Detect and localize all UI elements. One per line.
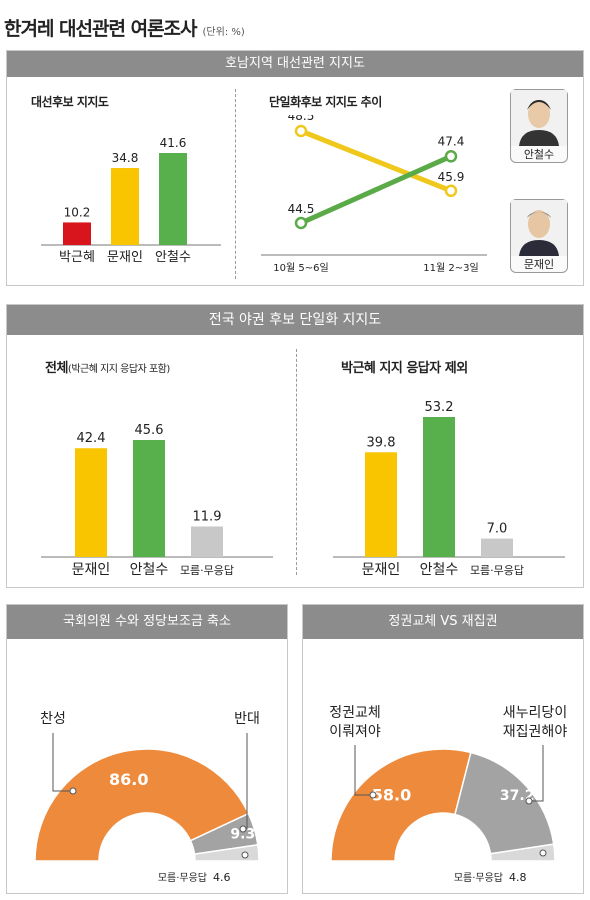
regime-pie-value-0: 58.0 [372, 786, 411, 805]
national-all-category-0: 문재인 [72, 562, 111, 578]
page-title: 한겨레 대선관련 여론조사 (단위: %) [4, 14, 245, 41]
panel-regime: 정권교체 VS 재집권 58.0 37.2 정권교체 이뤄져야 새누리당이 재집권해야 모름… [302, 604, 584, 894]
honam-line-point-1-0 [294, 216, 308, 230]
national-excl-value-1: 53.2 [425, 400, 454, 415]
national-all-bar-2 [191, 526, 223, 557]
honam-line-series-1 [298, 153, 454, 226]
national-left-note: (박근혜 지지 응답자 포함) [67, 364, 170, 375]
regime-pie-slice-1 [454, 751, 555, 855]
assembly-pie-slice-0 [34, 748, 250, 862]
honam-line-point-0-1 [444, 184, 458, 198]
portrait-moon-icon [511, 200, 567, 256]
national-excl-category-1: 안철수 [420, 562, 459, 578]
national-excl-bar-2 [481, 538, 513, 557]
assembly-pie-leader-dot-1 [239, 825, 247, 833]
panel-national-band: 전국 야권 후보 단일화 지지도 [7, 305, 583, 335]
portrait-ahn: 안철수 [510, 89, 568, 163]
national-left-title-text: 전체 [45, 361, 68, 376]
regime-pie-category-0-line1: 정권교체 [329, 705, 381, 721]
national-excl-bar-1 [423, 417, 455, 557]
honam-bar-value-0: 10.2 [64, 205, 91, 219]
honam-bar-bar-0 [63, 222, 91, 245]
honam-bar-bar-2 [159, 153, 187, 245]
honam-bar-bar-1 [111, 168, 139, 245]
honam-line-category-1: 11월 2~3일 [423, 262, 478, 274]
honam-line-label-0-1: 45.9 [438, 170, 465, 184]
honam-line-label-1-1: 47.4 [438, 134, 465, 148]
honam-bar-value-1: 34.8 [112, 151, 139, 165]
regime-pie-slice-0 [330, 748, 472, 862]
regime-pie-leader-0 [354, 745, 373, 796]
national-left-title: 전체(박근혜 지지 응답자 포함) [45, 357, 170, 376]
national-all-bar-0 [75, 448, 107, 557]
portrait-ahn-icon [511, 90, 567, 146]
regime-pie-category-2: 모름·무응답 [454, 872, 503, 884]
national-all-value-2: 11.9 [193, 509, 222, 524]
panel-honam: 호남지역 대선관련 지지도 대선후보 지지도 단일화후보 지지도 추이 10.2… [6, 50, 584, 286]
regime-pie-leader-dot-2 [539, 849, 547, 857]
national-all-value-1: 45.6 [135, 423, 164, 438]
assembly-pie-category-1: 반대 [234, 711, 260, 727]
assembly-pie-value-0: 86.0 [109, 770, 148, 789]
assembly-pie-leader-dot-0 [69, 787, 77, 795]
panel-regime-band: 정권교체 VS 재집권 [303, 605, 583, 639]
honam-bar-chart: 10.2 박근혜 34.8 문재인 41.6 안철수 [41, 136, 221, 265]
national-excl-value-2: 7.0 [487, 522, 508, 537]
assembly-pie-leader-0 [52, 733, 73, 792]
honam-left-title: 대선후보 지지도 [31, 95, 109, 109]
honam-bar-category-1: 문재인 [107, 250, 143, 265]
honam-line-label-1-0: 44.5 [288, 202, 315, 216]
regime-pie-leader-dot-0 [369, 791, 377, 799]
national-all-category-1: 안철수 [130, 562, 169, 578]
national-all-chart: 42.4 문재인 45.6 안철수 11.9 모름·무응답 [41, 423, 273, 578]
honam-line-label-0-0: 48.5 [288, 115, 315, 123]
regime-pie-slice-2 [489, 843, 556, 862]
page-unit: (단위: %) [202, 27, 245, 38]
honam-line-point-1-1 [444, 150, 458, 163]
national-excl-bar-0 [365, 452, 397, 557]
portrait-moon-name: 문재인 [523, 258, 555, 271]
national-excl-category-0: 문재인 [362, 562, 401, 578]
regime-pie-value-2: 4.8 [509, 871, 527, 884]
national-excl-chart: 39.8 문재인 53.2 안철수 7.0 모름·무응답 [333, 400, 565, 578]
assembly-pie-leader-dot-2 [241, 851, 249, 859]
national-all-bar-1 [133, 440, 165, 557]
panel-honam-band: 호남지역 대선관련 지지도 [7, 51, 583, 77]
regime-pie-leader-1 [529, 745, 544, 802]
panel-assembly-band: 국회의원 수와 정당보조금 축소 [7, 605, 287, 639]
national-all-value-0: 42.4 [77, 431, 106, 446]
honam-line-category-0: 10월 5~6일 [273, 262, 328, 274]
honam-line-chart: 48.5 45.9 44.5 47.4 10월 5~6일 11월 2~3일 [261, 115, 487, 274]
assembly-pie-category-0: 찬성 [40, 711, 66, 727]
regime-pie-category-1-line2: 재집권해야 [503, 724, 568, 740]
regime-pie-category-0-line2: 이뤄져야 [329, 724, 381, 740]
assembly-pie-category-2: 모름·무응답 [158, 872, 207, 884]
national-divider [296, 349, 297, 575]
honam-bar-category-0: 박근혜 [59, 250, 95, 265]
honam-bar-category-2: 안철수 [155, 250, 191, 265]
national-right-title: 박근혜 지지 응답자 제외 [341, 361, 468, 376]
honam-bar-value-2: 41.6 [160, 136, 187, 150]
portrait-ahn-name: 안철수 [523, 148, 555, 161]
regime-pie-category-1-line1: 새누리당이 [503, 705, 567, 721]
national-excl-value-0: 39.8 [367, 435, 396, 450]
assembly-pie-value-2: 4.6 [213, 871, 231, 884]
honam-line-series-0 [298, 128, 454, 194]
honam-line-point-0-0 [294, 124, 308, 138]
national-excl-category-2: 모름·무응답 [470, 564, 524, 577]
portrait-moon: 문재인 [510, 199, 568, 273]
page-title-text: 한겨레 대선관련 여론조사 [4, 18, 198, 40]
regime-pie-leader-dot-1 [525, 797, 533, 805]
honam-divider [235, 89, 236, 279]
assembly-pie-value-1: 9.3 [230, 826, 255, 842]
honam-right-title: 단일화후보 지지도 추이 [269, 95, 382, 109]
national-all-category-2: 모름·무응답 [180, 564, 234, 577]
panel-national: 전국 야권 후보 단일화 지지도 전체(박근혜 지지 응답자 포함) 박근혜 지… [6, 304, 584, 588]
